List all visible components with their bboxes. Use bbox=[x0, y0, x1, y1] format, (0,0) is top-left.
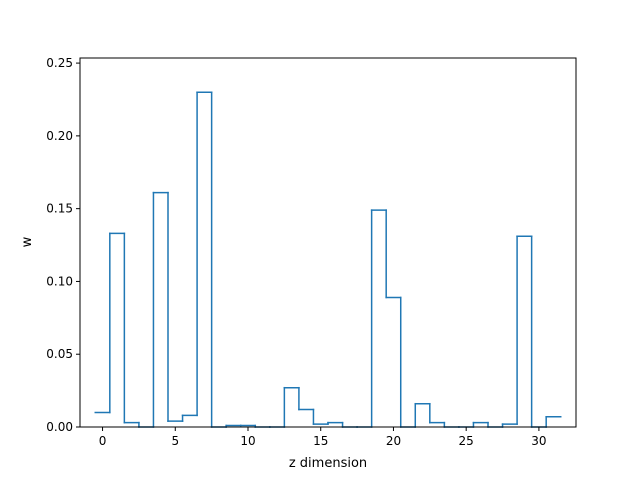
y-tick-label: 0.20 bbox=[46, 129, 73, 143]
x-tick-label: 25 bbox=[459, 434, 474, 448]
y-tick-label: 0.15 bbox=[46, 202, 73, 216]
axis-ticks: 0 5 10 15 20 25 30 0.00 0.05 0.10 0.15 0.20 0.25 bbox=[46, 56, 546, 448]
y-tick-label: 0.05 bbox=[46, 347, 73, 361]
y-tick-label: 0.00 bbox=[46, 420, 73, 434]
y-tick-label: 0.25 bbox=[46, 56, 73, 70]
x-tick-label: 0 bbox=[99, 434, 107, 448]
x-axis-label: z dimension bbox=[289, 456, 367, 471]
y-axis-label: w bbox=[20, 236, 35, 247]
x-tick-label: 10 bbox=[240, 434, 255, 448]
x-tick-label: 20 bbox=[386, 434, 401, 448]
x-tick-label: 5 bbox=[171, 434, 179, 448]
axes-frame bbox=[79, 57, 577, 428]
y-tick-label: 0.10 bbox=[46, 274, 73, 288]
x-tick-label: 30 bbox=[531, 434, 546, 448]
x-tick-label: 15 bbox=[313, 434, 328, 448]
